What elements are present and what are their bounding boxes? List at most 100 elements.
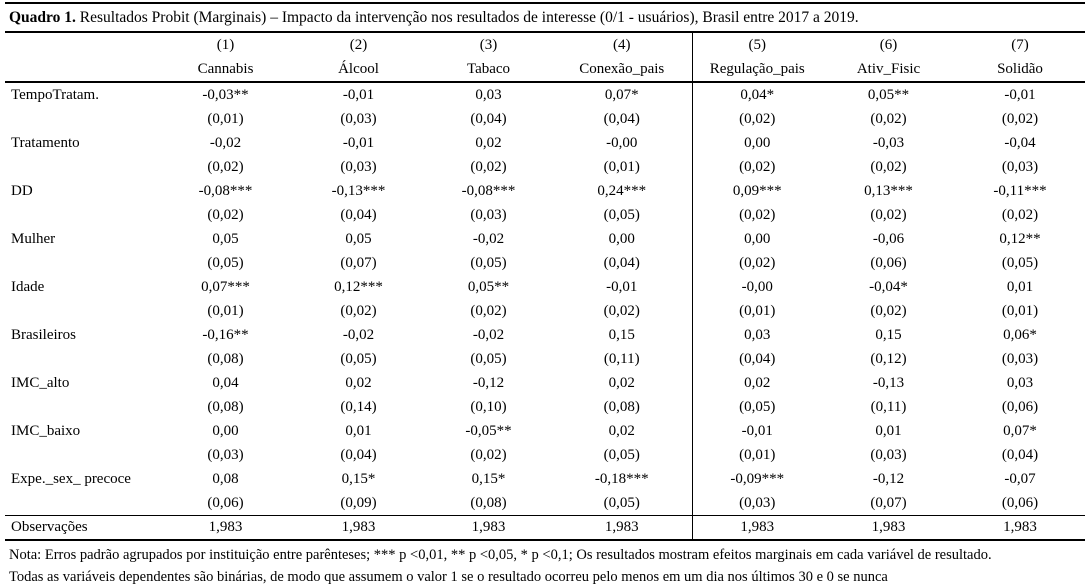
- se-cell: (0,03): [470, 207, 507, 223]
- se-cell: (0,02): [870, 111, 907, 127]
- table-row-se: (0,08) (0,14) (0,10) (0,08) (0,05) (0,11) (0,0…: [5, 396, 1085, 419]
- coef-cell: 0,04*: [691, 82, 822, 108]
- se-cell: (0,03): [870, 447, 907, 463]
- se-cell: (0,04): [603, 255, 640, 271]
- se-cell: (0,01): [1001, 303, 1039, 319]
- se-cell: (0,03): [1001, 351, 1039, 367]
- coef-cell: 0,02: [691, 371, 822, 396]
- observations-value: 1,983: [955, 515, 1085, 540]
- coef-cell: 0,06*: [1003, 327, 1037, 343]
- se-cell: (0,03): [340, 111, 377, 127]
- coef-cell: 0,03: [691, 323, 822, 348]
- se-cell: (0,02): [691, 156, 822, 179]
- coef-cell: 0,15: [608, 327, 635, 343]
- coef-cell: -0,03**: [202, 87, 249, 103]
- se-cell: (0,04): [691, 348, 822, 371]
- results-footer: Observações 1,983 1,983 1,983 1,983 1,98…: [5, 515, 1085, 540]
- table-row-se: (0,05) (0,07) (0,05) (0,04) (0,02) (0,06) (0,0…: [5, 252, 1085, 275]
- coef-cell: -0,03: [872, 135, 905, 151]
- column-number: (5): [691, 32, 822, 57]
- se-cell: (0,02): [870, 207, 907, 223]
- header-spacer: [5, 32, 159, 57]
- se-cell: (0,02): [470, 447, 507, 463]
- row-label-spacer: [5, 492, 159, 516]
- coef-cell: 0,01: [875, 423, 902, 439]
- table-row: IMC_alto 0,04 0,02 -0,12 0,02 0,02 -0,13 0,03: [5, 371, 1085, 396]
- coef-cell: 0,08: [212, 471, 239, 487]
- coef-cell: -0,13: [872, 375, 905, 391]
- se-cell: (0,02): [870, 303, 907, 319]
- se-cell: (0,07): [870, 495, 907, 511]
- table-row: Brasileiros -0,16** -0,02 -0,02 0,15 0,03 0,15…: [5, 323, 1085, 348]
- row-label: Mulher: [11, 231, 56, 247]
- se-cell: (0,09): [340, 495, 377, 511]
- se-cell: (0,10): [470, 399, 507, 415]
- se-cell: (0,05): [207, 255, 244, 271]
- se-cell: (0,01): [603, 159, 640, 175]
- se-cell: (0,04): [340, 447, 377, 463]
- coef-cell: 0,01: [1006, 279, 1034, 295]
- row-label-spacer: [5, 300, 159, 323]
- row-label-spacer: [5, 156, 159, 179]
- column-name: Conexão_pais: [552, 57, 692, 83]
- table-row: Mulher 0,05 0,05 -0,02 0,00 0,00 -0,06 0,12**: [5, 227, 1085, 252]
- se-cell: (0,02): [691, 108, 822, 131]
- coef-cell: 0,07***: [201, 279, 250, 295]
- se-cell: (0,05): [691, 396, 822, 419]
- table-row-se: (0,08) (0,05) (0,05) (0,11) (0,04) (0,12) (0,0…: [5, 348, 1085, 371]
- se-cell: (0,05): [470, 255, 507, 271]
- se-cell: (0,11): [870, 399, 907, 415]
- coef-cell: 0,03: [475, 87, 502, 103]
- row-label: IMC_alto: [11, 375, 70, 391]
- se-cell: (0,08): [603, 399, 640, 415]
- se-cell: (0,03): [1001, 159, 1039, 175]
- coef-cell: -0,06: [872, 231, 905, 247]
- se-cell: (0,02): [1001, 111, 1039, 127]
- column-number: (2): [349, 37, 368, 53]
- se-cell: (0,06): [1001, 495, 1039, 511]
- coef-cell: 0,15: [875, 327, 902, 343]
- coef-cell: -0,13***: [331, 183, 386, 199]
- coef-cell: 0,00: [691, 131, 822, 156]
- row-label: IMC_baixo: [11, 423, 81, 439]
- se-cell: (0,14): [340, 399, 377, 415]
- coef-cell: 0,09***: [691, 179, 822, 204]
- column-number: (3): [479, 37, 498, 53]
- coef-cell: 0,13***: [864, 183, 913, 199]
- se-cell: (0,05): [603, 495, 640, 511]
- coef-cell: 0,03: [1006, 375, 1034, 391]
- coef-cell: -0,18***: [594, 471, 649, 487]
- coef-cell: -0,07: [1004, 471, 1036, 487]
- coef-cell: 0,00: [608, 231, 635, 247]
- column-name: Regulação_pais: [691, 57, 822, 83]
- coef-cell: -0,16**: [202, 327, 249, 343]
- coef-cell: 0,02: [608, 375, 635, 391]
- column-name: Cannabis: [159, 57, 292, 83]
- table-row-se: (0,01) (0,03) (0,04) (0,04) (0,02) (0,02) (0,0…: [5, 108, 1085, 131]
- coef-cell: 0,15*: [341, 471, 376, 487]
- se-cell: (0,12): [870, 351, 907, 367]
- coef-cell: 0,24***: [597, 183, 647, 199]
- coef-cell: -0,02: [209, 135, 242, 151]
- table-row: DD -0,08*** -0,13*** -0,08*** 0,24*** 0,09***…: [5, 179, 1085, 204]
- se-cell: (0,05): [603, 207, 640, 223]
- results-table: (1) (2) (3) (4) (5) (6) (7) Cannabis Álc…: [5, 31, 1085, 541]
- se-cell: (0,08): [207, 351, 244, 367]
- se-cell: (0,01): [691, 444, 822, 467]
- se-cell: (0,02): [691, 204, 822, 227]
- se-cell: (0,08): [207, 399, 244, 415]
- coef-cell: -0,01: [691, 419, 822, 444]
- observations-value: 1,983: [292, 515, 425, 540]
- coef-cell: 0,12***: [334, 279, 383, 295]
- se-cell: (0,07): [340, 255, 377, 271]
- coef-cell: 0,05**: [467, 279, 510, 295]
- row-label: Expe._sex_ precoce: [11, 471, 131, 487]
- se-cell: (0,02): [1001, 207, 1039, 223]
- coef-cell: -0,01: [342, 87, 375, 103]
- table-row-se: (0,02) (0,03) (0,02) (0,01) (0,02) (0,02) (0,0…: [5, 156, 1085, 179]
- row-label-spacer: [5, 348, 159, 371]
- coef-cell: 0,12**: [999, 231, 1041, 247]
- table-notes: Nota: Erros padrão agrupados por institu…: [5, 541, 1085, 587]
- coef-cell: -0,09***: [691, 467, 822, 492]
- se-cell: (0,02): [470, 303, 507, 319]
